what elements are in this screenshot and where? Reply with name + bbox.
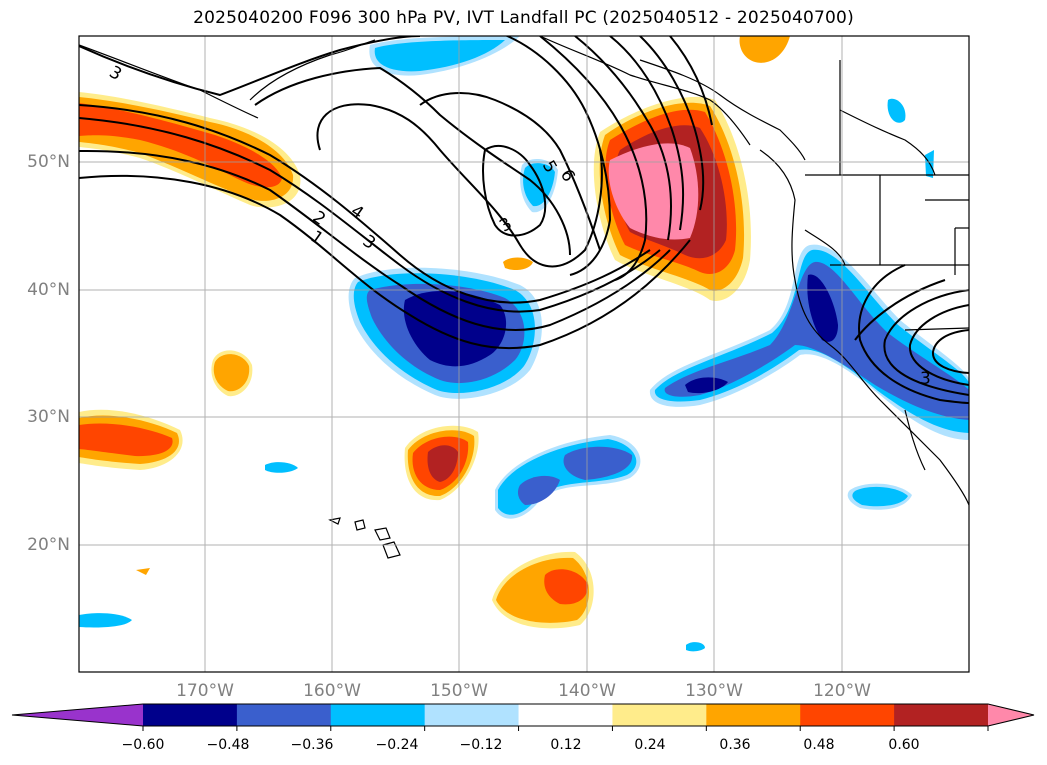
colorbar-segment — [143, 704, 238, 726]
lon-label: 160°W — [303, 681, 361, 701]
colorbar-tick: −0.48 — [206, 737, 250, 753]
colorbar-tick: 0.60 — [888, 737, 920, 753]
colorbar-segment — [612, 704, 707, 726]
colorbar-tick: 0.48 — [803, 737, 835, 753]
lon-label: 120°W — [813, 681, 871, 701]
lon-label: 130°W — [685, 681, 743, 701]
colorbar-segment — [236, 704, 332, 726]
positive-anomaly-small-blobs — [79, 36, 790, 629]
colorbar-tick: −0.24 — [375, 737, 419, 753]
colorbar-segment — [894, 704, 989, 726]
lon-label: 140°W — [558, 681, 616, 701]
colorbar-tick: 0.12 — [550, 737, 582, 753]
lon-label: 150°W — [430, 681, 488, 701]
colorbar-tick: 0.24 — [634, 737, 666, 753]
map-plot-area: 1 2 3 4 5 6 3 3 3 — [79, 36, 969, 672]
colorbar-segment — [518, 704, 613, 726]
colorbar-tick: −0.12 — [459, 737, 503, 753]
colorbar-segment — [706, 704, 801, 726]
lat-label: 30°N — [27, 407, 70, 427]
pv-label: 3 — [920, 369, 931, 389]
lat-label: 20°N — [27, 535, 70, 555]
colorbar-segment — [800, 704, 895, 726]
colorbar-tick: 0.36 — [719, 737, 751, 753]
map-title: 2025040200 F096 300 hPa PV, IVT Landfall… — [193, 8, 854, 28]
pv-contours — [79, 36, 969, 404]
lat-label: 40°N — [27, 280, 70, 300]
colorbar-tick: −0.36 — [290, 737, 334, 753]
lon-label: 170°W — [176, 681, 234, 701]
colorbar-segment — [330, 704, 426, 726]
colorbar — [11, 703, 1035, 731]
colorbar-extend-max — [988, 704, 1034, 726]
colorbar-segment — [424, 704, 520, 726]
negative-anomaly-eastern-pacific — [79, 36, 969, 652]
graticule — [79, 36, 969, 672]
coastlines — [79, 36, 969, 559]
colorbar-tick: −0.60 — [121, 737, 165, 753]
map-frame — [78, 35, 970, 673]
lat-label: 50°N — [27, 152, 70, 172]
colorbar-extend-min — [12, 704, 143, 726]
